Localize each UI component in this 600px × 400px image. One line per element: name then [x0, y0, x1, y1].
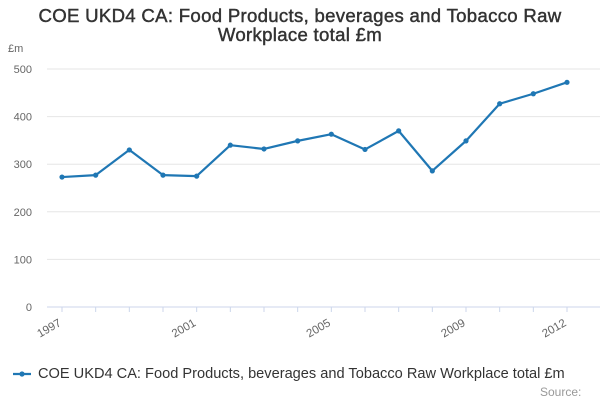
svg-text:500: 500: [14, 64, 32, 76]
svg-text:Source:: Source:: [540, 385, 581, 399]
svg-text:100: 100: [14, 254, 32, 266]
svg-text:1997: 1997: [35, 317, 63, 340]
svg-text:300: 300: [14, 159, 32, 171]
svg-text:2012: 2012: [540, 317, 568, 340]
svg-text:0: 0: [26, 302, 32, 314]
svg-text:£m: £m: [8, 43, 23, 55]
svg-text:400: 400: [14, 112, 32, 124]
svg-text:2009: 2009: [439, 317, 467, 340]
svg-text:2001: 2001: [170, 317, 198, 340]
svg-text:2005: 2005: [305, 317, 333, 340]
svg-text:COE UKD4 CA: Food Products, be: COE UKD4 CA: Food Products, beverages an…: [38, 366, 565, 382]
svg-text:200: 200: [14, 207, 32, 219]
